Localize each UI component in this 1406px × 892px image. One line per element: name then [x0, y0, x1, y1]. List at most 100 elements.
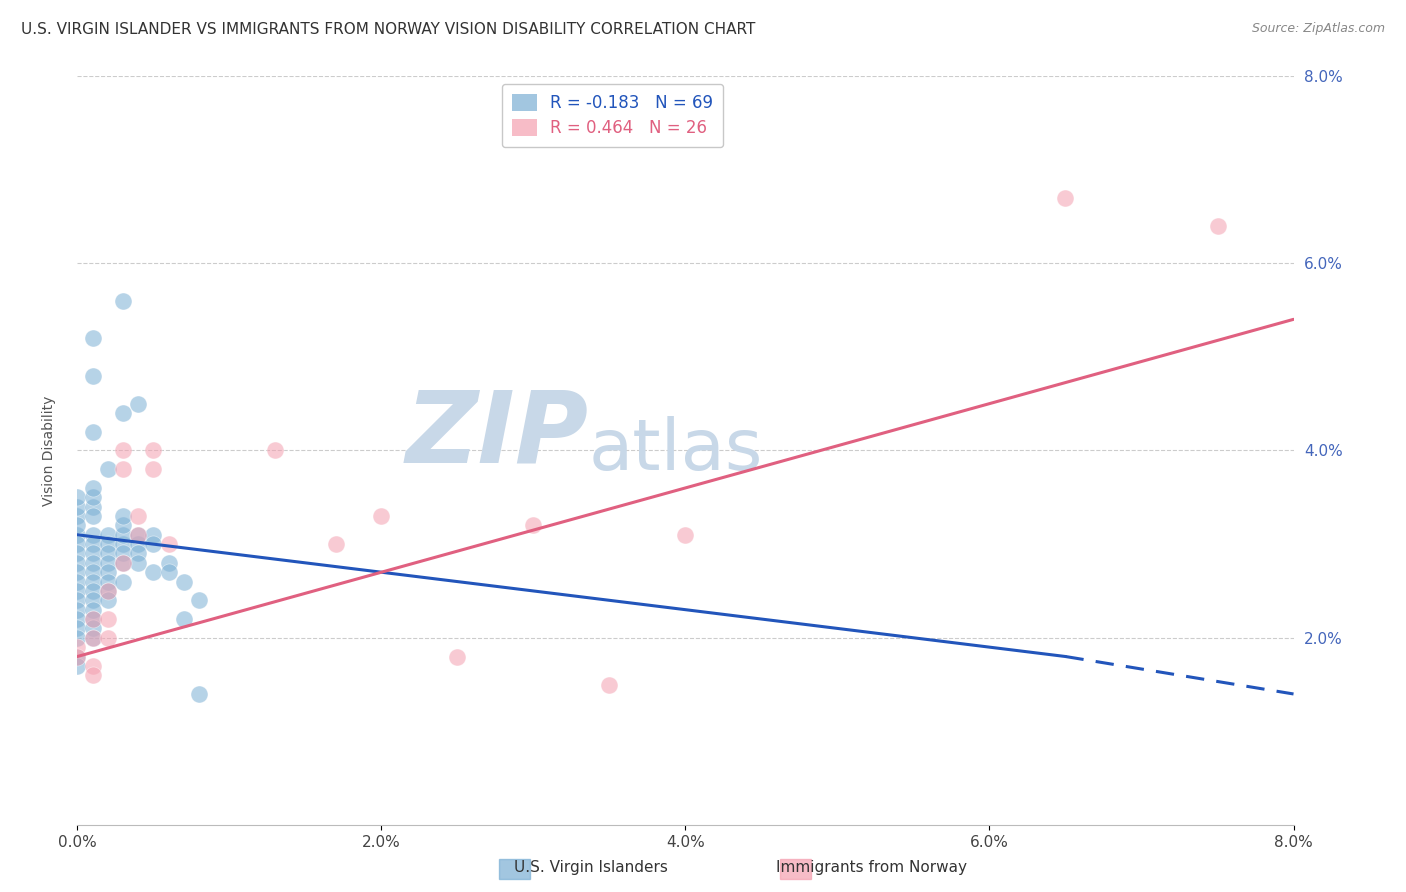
Point [127, 556, 149, 570]
Point [522, 518, 544, 533]
Point [66, 537, 89, 551]
Point [82, 574, 104, 589]
Point [127, 527, 149, 541]
Point [142, 537, 165, 551]
Point [97, 631, 120, 645]
Point [97, 537, 120, 551]
Text: ZIP: ZIP [405, 387, 588, 484]
Point [111, 546, 134, 560]
Point [127, 537, 149, 551]
Point [66, 508, 89, 523]
Point [173, 612, 195, 626]
Point [66, 566, 89, 580]
Point [157, 537, 180, 551]
Point [97, 462, 120, 476]
Point [111, 574, 134, 589]
Point [66, 574, 89, 589]
Point [370, 508, 392, 523]
Point [82, 490, 104, 504]
Point [97, 593, 120, 607]
Point [82, 603, 104, 617]
Point [111, 556, 134, 570]
Point [66, 603, 89, 617]
Point [66, 490, 89, 504]
Point [127, 508, 149, 523]
Point [111, 462, 134, 476]
Text: atlas: atlas [588, 416, 762, 485]
Point [82, 425, 104, 439]
Point [142, 527, 165, 541]
Point [188, 687, 211, 701]
Point [66, 612, 89, 626]
Point [446, 649, 468, 664]
Point [82, 612, 104, 626]
Point [66, 593, 89, 607]
Point [598, 678, 620, 692]
Point [127, 527, 149, 541]
Point [82, 556, 104, 570]
Point [142, 462, 165, 476]
Point [82, 368, 104, 383]
Point [82, 546, 104, 560]
Legend: R = -0.183   N = 69, R = 0.464   N = 26: R = -0.183 N = 69, R = 0.464 N = 26 [502, 84, 723, 147]
Point [82, 527, 104, 541]
Point [97, 574, 120, 589]
Point [1206, 219, 1229, 233]
Point [111, 518, 134, 533]
Point [97, 612, 120, 626]
Point [97, 527, 120, 541]
Point [111, 556, 134, 570]
Point [82, 631, 104, 645]
Point [157, 556, 180, 570]
Point [66, 621, 89, 635]
Point [82, 537, 104, 551]
Point [82, 481, 104, 495]
Point [1054, 190, 1077, 204]
Point [66, 658, 89, 673]
Point [66, 527, 89, 541]
Point [66, 500, 89, 514]
Point [111, 537, 134, 551]
Point [127, 546, 149, 560]
Point [82, 566, 104, 580]
Point [188, 593, 211, 607]
Point [66, 649, 89, 664]
Point [111, 406, 134, 420]
Point [97, 583, 120, 598]
Text: U.S. VIRGIN ISLANDER VS IMMIGRANTS FROM NORWAY VISION DISABILITY CORRELATION CHA: U.S. VIRGIN ISLANDER VS IMMIGRANTS FROM … [21, 22, 755, 37]
Point [66, 649, 89, 664]
Text: U.S. Virgin Islanders: U.S. Virgin Islanders [513, 861, 668, 875]
Point [111, 508, 134, 523]
Point [82, 658, 104, 673]
Point [66, 518, 89, 533]
Point [675, 527, 697, 541]
Point [82, 621, 104, 635]
Point [82, 593, 104, 607]
Point [66, 640, 89, 655]
Point [264, 443, 287, 458]
Point [66, 546, 89, 560]
Text: Source: ZipAtlas.com: Source: ZipAtlas.com [1251, 22, 1385, 36]
Point [82, 331, 104, 345]
Point [82, 668, 104, 682]
Point [97, 566, 120, 580]
Point [66, 556, 89, 570]
Point [82, 500, 104, 514]
Point [142, 443, 165, 458]
Point [82, 508, 104, 523]
Point [82, 631, 104, 645]
Y-axis label: Vision Disability: Vision Disability [42, 395, 56, 506]
Text: Immigrants from Norway: Immigrants from Norway [776, 861, 967, 875]
Point [111, 443, 134, 458]
Point [82, 612, 104, 626]
Point [325, 537, 347, 551]
Point [66, 631, 89, 645]
Point [142, 566, 165, 580]
Point [111, 293, 134, 308]
Point [66, 583, 89, 598]
Point [111, 527, 134, 541]
Point [127, 396, 149, 410]
Point [97, 583, 120, 598]
Point [157, 566, 180, 580]
Point [97, 546, 120, 560]
